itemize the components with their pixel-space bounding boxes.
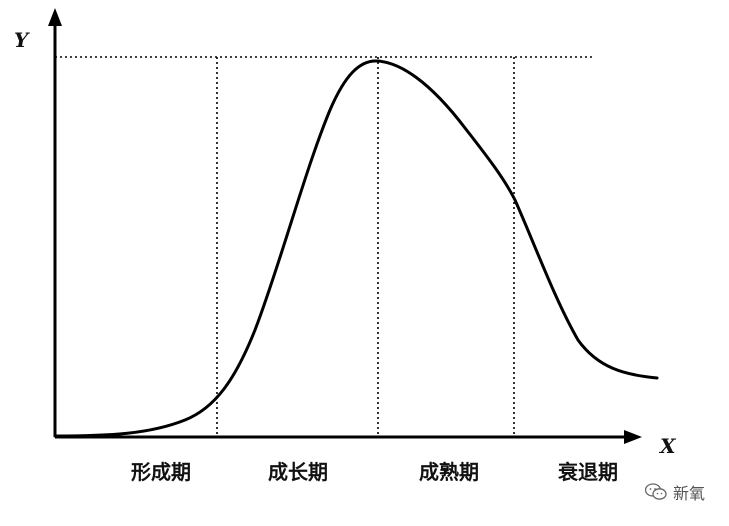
x-axis-label: X: [660, 434, 676, 458]
y-axis-arrow-icon: [48, 8, 62, 26]
lifecycle-curve: [53, 59, 659, 438]
stage-label-maturity: 成熟期: [419, 460, 479, 484]
watermark-text: 新氧: [672, 484, 705, 503]
watermark: 新氧: [644, 480, 705, 504]
stage-label-decline: 衰退期: [558, 460, 618, 484]
wechat-icon: [644, 483, 667, 500]
y-axis-label: Y: [14, 28, 29, 52]
stage-label-growth: 成长期: [268, 460, 328, 484]
x-axis-arrow-icon: [624, 430, 642, 444]
stage-label-formation: 形成期: [131, 460, 191, 484]
